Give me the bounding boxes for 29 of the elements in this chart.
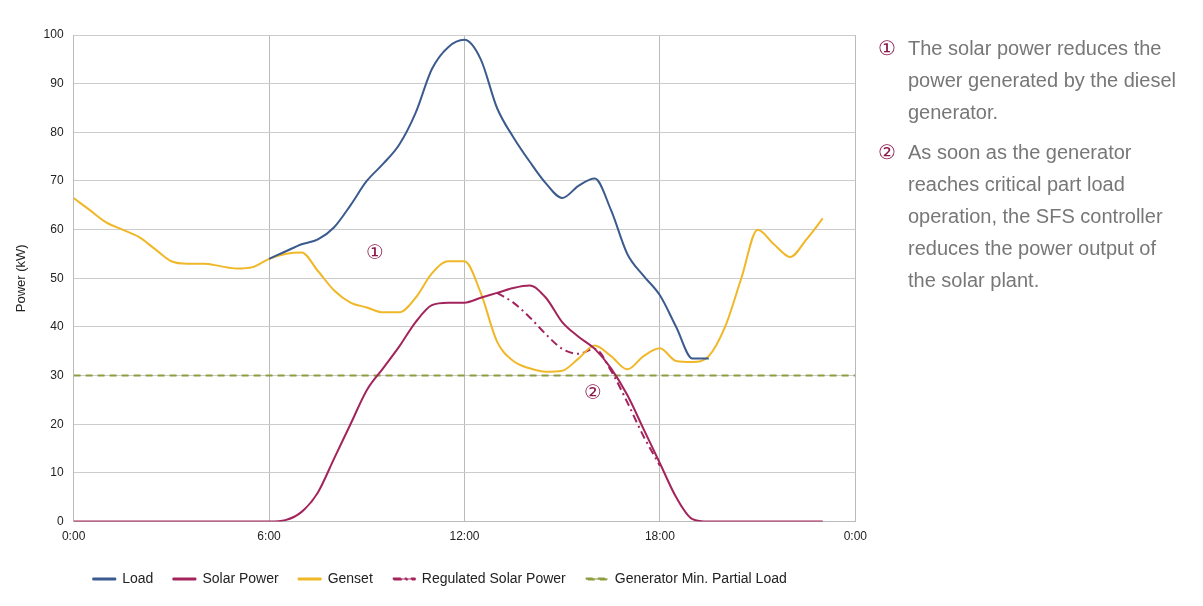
y-tick-label: 10 (50, 465, 64, 480)
y-tick-label: 80 (50, 124, 64, 139)
legend-label: Generator Min. Partial Load (614, 569, 787, 586)
legend-label: Load (122, 569, 154, 586)
annotation: ① (366, 240, 384, 265)
text: ① The solar power reduces the power generated by the diesel generator. (878, 36, 1177, 125)
y-tick-label: 90 (50, 75, 64, 90)
line-series (496, 291, 661, 467)
annotation: ② (584, 380, 602, 405)
y-tick-label: 70 (50, 173, 64, 188)
y-tick-label: 50 (50, 270, 64, 285)
legend-label: Solar Power (202, 569, 279, 586)
y-tick-label: 40 (50, 319, 64, 334)
line-series (268, 38, 710, 360)
y-tick-label: 60 (50, 221, 64, 236)
x-tick-label: 0:00 (843, 529, 868, 544)
x-tick-label: 18:00 (644, 529, 676, 544)
legend-label: Genset (327, 569, 373, 586)
text: ② As soon as the generator reaches critical part load operation, the SFS controller reduces the power output of the solar plant. (878, 140, 1164, 293)
y-tick-label: 0 (56, 513, 64, 528)
y-tick-label: 30 (50, 367, 64, 382)
y-tick-label: 100 (43, 27, 64, 42)
x-tick-label: 0:00 (61, 529, 86, 544)
x-tick-label: 6:00 (257, 529, 282, 544)
y-tick-label: 20 (50, 416, 64, 431)
x-tick-label: 12:00 (449, 529, 480, 544)
y-axis-title: Power (kW) (13, 244, 29, 313)
legend-label: Regulated Solar Power (421, 569, 567, 586)
line-series (73, 197, 824, 373)
